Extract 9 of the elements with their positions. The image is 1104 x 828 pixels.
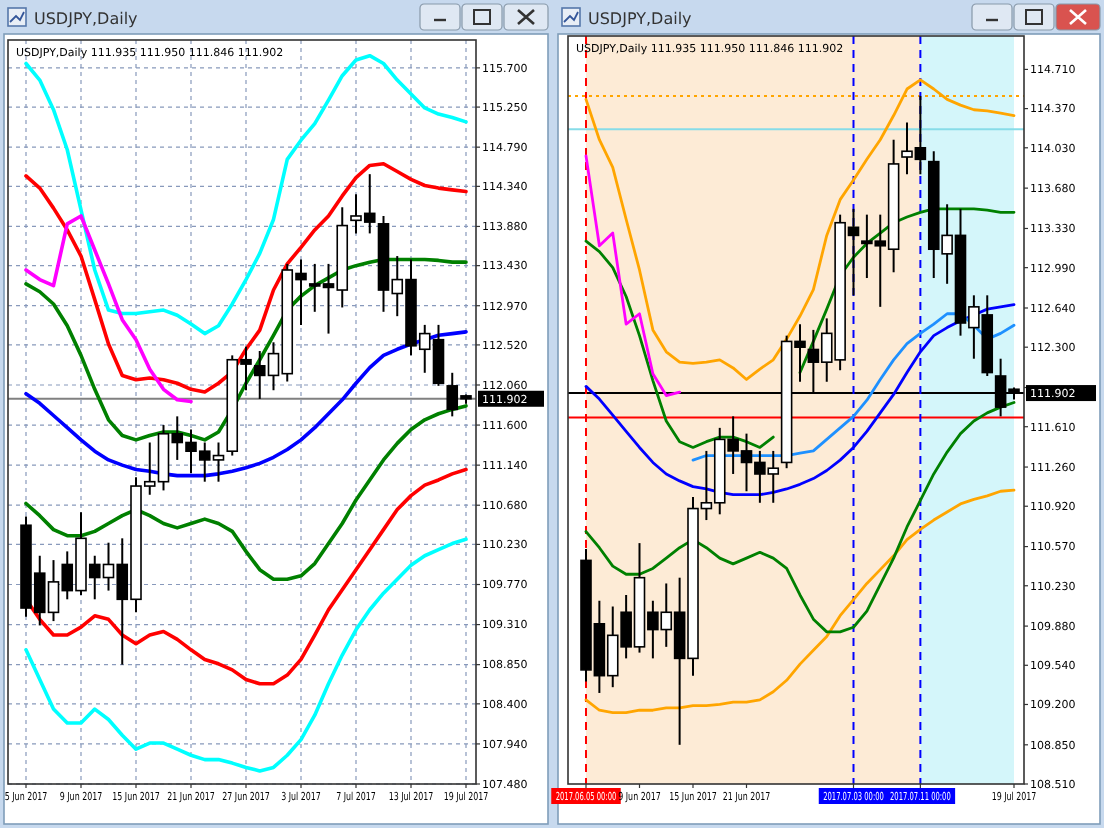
chart-title: USDJPY,Daily	[34, 10, 139, 28]
line-series	[24, 330, 468, 478]
chart-title: USDJPY,Daily	[588, 10, 693, 28]
line-series	[584, 154, 682, 397]
line-series	[24, 257, 468, 442]
line-series	[584, 488, 1016, 714]
line-series	[24, 161, 468, 394]
line-series	[24, 537, 468, 773]
line-series	[24, 214, 193, 404]
